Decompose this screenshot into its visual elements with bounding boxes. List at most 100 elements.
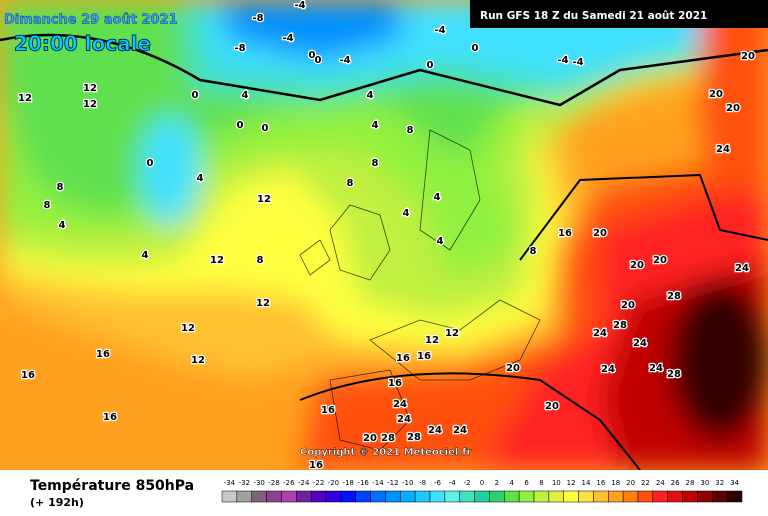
legend-swatch bbox=[459, 490, 475, 503]
isotherm-label: 12 bbox=[256, 298, 270, 309]
isotherm-label: 24 bbox=[393, 399, 407, 410]
isotherm-label: 12 bbox=[181, 323, 195, 334]
isotherm-label: 16 bbox=[309, 460, 323, 471]
legend-swatch bbox=[608, 490, 624, 503]
legend-label: 28 bbox=[686, 479, 695, 487]
isotherm-label: 8 bbox=[257, 255, 264, 266]
lead-time: (+ 192h) bbox=[30, 496, 84, 509]
legend-label: 32 bbox=[715, 479, 724, 487]
legend-swatch bbox=[563, 490, 579, 503]
legend-swatch bbox=[682, 490, 698, 503]
legend-label: -34 bbox=[224, 479, 236, 487]
isotherm-label: 20 bbox=[630, 260, 644, 271]
legend-label: 26 bbox=[671, 479, 680, 487]
legend-swatch bbox=[548, 490, 564, 503]
isotherm-label: -4 bbox=[294, 0, 305, 11]
isotherm-label: 12 bbox=[83, 99, 97, 110]
legend-swatch bbox=[325, 490, 342, 503]
isotherm-label: 24 bbox=[453, 425, 467, 436]
forecast-date: Dimanche 29 août 2021 bbox=[4, 13, 178, 28]
isotherm-label: 28 bbox=[407, 432, 421, 443]
variable-name: Température 850hPa bbox=[30, 478, 194, 494]
isotherm-label: 28 bbox=[667, 369, 681, 380]
isotherm-label: 0 bbox=[315, 55, 322, 66]
isotherm-label: 20 bbox=[506, 363, 520, 374]
isotherm-label: -4 bbox=[557, 55, 568, 66]
legend-label: 16 bbox=[596, 479, 605, 487]
isotherm-label: 0 bbox=[309, 50, 316, 61]
legend-label: -16 bbox=[357, 479, 369, 487]
isotherm-label: 12 bbox=[83, 83, 97, 94]
legend-label: -4 bbox=[449, 479, 457, 487]
isotherm-label: 20 bbox=[709, 89, 723, 100]
legend-swatch bbox=[697, 490, 713, 503]
legend-swatch bbox=[310, 490, 327, 503]
isotherm-label: 8 bbox=[44, 200, 51, 211]
legend-label: -32 bbox=[239, 479, 250, 487]
isotherm-label: 28 bbox=[667, 291, 681, 302]
legend-swatch bbox=[667, 490, 683, 503]
legend-swatch bbox=[474, 490, 490, 503]
isotherm-label: 4 bbox=[197, 173, 204, 184]
legend-swatch bbox=[296, 490, 312, 503]
isotherm-label: 0 bbox=[472, 43, 479, 54]
legend-swatch bbox=[652, 490, 668, 503]
legend-label: 10 bbox=[552, 479, 561, 487]
isotherm-label: 4 bbox=[403, 208, 410, 219]
legend-label: 34 bbox=[730, 479, 739, 487]
run-box bbox=[470, 0, 768, 28]
isotherm-label: 28 bbox=[613, 320, 627, 331]
isotherm-label: 12 bbox=[210, 255, 224, 266]
legend-label: 2 bbox=[495, 479, 499, 487]
legend-swatch bbox=[236, 490, 252, 503]
legend-label: 20 bbox=[626, 479, 635, 487]
legend-swatch bbox=[712, 490, 728, 503]
isotherm-label: 0 bbox=[192, 90, 199, 101]
legend-swatch bbox=[251, 490, 267, 503]
legend-label: -30 bbox=[253, 479, 264, 487]
isotherm-label: 20 bbox=[593, 228, 607, 239]
isotherm-label: 4 bbox=[372, 120, 379, 131]
legend-swatch bbox=[504, 490, 520, 503]
isotherm-label: 4 bbox=[242, 90, 249, 101]
isotherm-label: 12 bbox=[191, 355, 205, 366]
isotherm-label: 20 bbox=[545, 401, 559, 412]
isotherm-label: 12 bbox=[425, 335, 439, 346]
legend-swatch bbox=[489, 490, 505, 503]
isotherm-label: 8 bbox=[372, 158, 379, 169]
isotherm-label: 20 bbox=[741, 51, 755, 62]
legend-label: 30 bbox=[700, 479, 709, 487]
legend-swatch bbox=[726, 490, 743, 503]
isotherm-label: -8 bbox=[252, 13, 263, 24]
legend-swatch bbox=[266, 490, 282, 503]
isotherm-label: 16 bbox=[558, 228, 572, 239]
legend-swatch bbox=[444, 490, 460, 503]
isotherm-label: 20 bbox=[363, 433, 377, 444]
legend-swatch bbox=[221, 490, 238, 503]
isotherm-label: 20 bbox=[621, 300, 635, 311]
isotherm-label: 8 bbox=[407, 125, 414, 136]
isotherm-label: 16 bbox=[321, 405, 335, 416]
isotherm-label: 8 bbox=[57, 182, 64, 193]
isotherm-label: 24 bbox=[716, 144, 730, 155]
legend-label: -2 bbox=[464, 479, 471, 487]
legend-swatch bbox=[281, 490, 297, 503]
isotherm-label: 28 bbox=[381, 433, 395, 444]
legend-label: 6 bbox=[524, 479, 529, 487]
legend-label: 12 bbox=[567, 479, 576, 487]
legend-swatch bbox=[385, 490, 401, 503]
isotherm-label: 24 bbox=[601, 364, 615, 375]
isotherm-label: 20 bbox=[653, 255, 667, 266]
isotherm-label: 16 bbox=[388, 378, 402, 389]
legend-swatch bbox=[593, 490, 609, 503]
legend-label: 14 bbox=[582, 479, 591, 487]
run-info: Run GFS 18 Z du Samedi 21 août 2021 bbox=[480, 10, 707, 22]
isotherm-label: 20 bbox=[726, 103, 740, 114]
legend-swatch bbox=[400, 490, 416, 503]
isotherm-label: 12 bbox=[445, 328, 459, 339]
isotherm-label: 0 bbox=[147, 158, 154, 169]
isotherm-label: 4 bbox=[367, 90, 374, 101]
isotherm-label: 4 bbox=[142, 250, 149, 261]
